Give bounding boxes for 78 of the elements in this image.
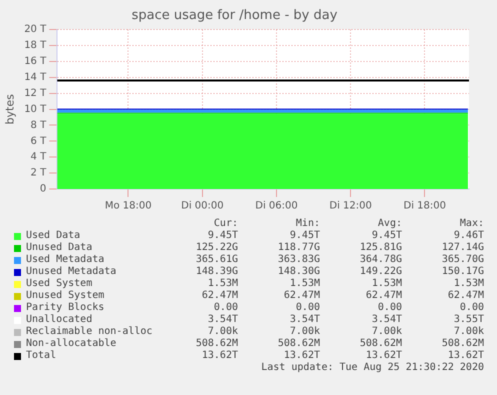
y-tick-label: 12 T [24, 88, 48, 99]
text: 508.62M [194, 338, 238, 350]
text: 3.54T [206, 314, 238, 326]
text: 365.61G [194, 254, 238, 266]
legend-label: Used System [26, 278, 92, 290]
text: 3.54T [288, 314, 320, 326]
text: 0.00 [212, 302, 238, 314]
text: 9.46T [452, 230, 484, 242]
text: 1.53M [288, 278, 320, 290]
text: 364.78G [358, 254, 402, 266]
text: 62.47M [446, 290, 484, 302]
y-tick-label: 6 T [30, 136, 48, 147]
legend-label: Non-allocatable [26, 338, 116, 350]
text: 9.45T [206, 230, 238, 242]
legend-label: Reclaimable non-alloc [26, 326, 152, 338]
text: 0.00 [294, 302, 320, 314]
legend-label: Unused System [26, 290, 104, 302]
text: Cur: [212, 218, 238, 230]
x-tick-label: Mo 18:00 [104, 200, 152, 212]
y-tick-label: 14 T [24, 72, 48, 84]
legend-label: Unallocated [26, 314, 92, 326]
text: 13.62T [364, 350, 402, 362]
text: 0.00 [376, 302, 402, 314]
text: Max: [458, 218, 484, 230]
text: 118.77G [276, 242, 320, 254]
text: 148.39G [194, 266, 238, 278]
y-tick-label: 20 T [24, 24, 48, 36]
chart-title: space usage for /home - by day [132, 8, 338, 24]
text: Avg: [376, 218, 402, 230]
text: 149.22G [358, 266, 402, 278]
text: 508.62M [276, 338, 320, 350]
text: 125.22G [194, 242, 238, 254]
text: 9.45T [370, 230, 402, 242]
text: 125.81G [358, 242, 402, 254]
y-tick-label: 10 T [24, 104, 48, 115]
text: 62.47M [200, 290, 238, 302]
legend-label: Used Data [26, 230, 80, 242]
y-tick-label: 16 T [24, 56, 48, 68]
text: 7.00k [288, 326, 320, 338]
x-tick-label: Di 06:00 [255, 200, 298, 212]
text: 508.62M [358, 338, 402, 350]
legend-label: Used Metadata [26, 254, 104, 266]
text: 363.83G [276, 254, 320, 266]
text: 150.17G [440, 266, 484, 278]
text: 13.62T [446, 350, 484, 362]
text: 365.70G [440, 254, 484, 266]
text: 1.53M [206, 278, 238, 290]
text: 7.00k [206, 326, 238, 338]
y-axis-title: bytes [3, 94, 16, 124]
text: 7.00k [370, 326, 402, 338]
y-tick-label: 4 T [30, 152, 48, 163]
legend-label: Unused Data [26, 242, 92, 254]
text: 1.53M [370, 278, 402, 290]
text: 3.54T [370, 314, 402, 326]
text: 13.62T [200, 350, 238, 362]
text: 1.53M [452, 278, 484, 290]
text: 148.30G [276, 266, 320, 278]
text: 62.47M [364, 290, 402, 302]
y-tick-label: 18 T [24, 40, 48, 52]
x-tick-label: Di 00:00 [181, 200, 224, 212]
legend-label: Total [26, 350, 56, 362]
text: 13.62T [282, 350, 320, 362]
text: 62.47M [282, 290, 320, 302]
text: 7.00k [452, 326, 484, 338]
text: 0.00 [458, 302, 484, 314]
y-tick-label: 0 [40, 184, 46, 195]
legend-label: Unused Metadata [26, 266, 116, 278]
y-tick-label: 2 T [30, 168, 48, 179]
legend-label: Parity Blocks [26, 302, 104, 314]
text: 508.62M [440, 338, 484, 350]
text: Last update: Tue Aug 25 21:30:22 2020 [261, 362, 484, 374]
text: 9.45T [288, 230, 320, 242]
text: Min: [294, 218, 320, 230]
text: 127.14G [440, 242, 484, 254]
text: 3.55T [452, 314, 484, 326]
x-tick-label: Di 12:00 [329, 200, 372, 212]
y-tick-label: 8 T [30, 120, 48, 131]
x-tick-label: Di 18:00 [403, 200, 446, 212]
